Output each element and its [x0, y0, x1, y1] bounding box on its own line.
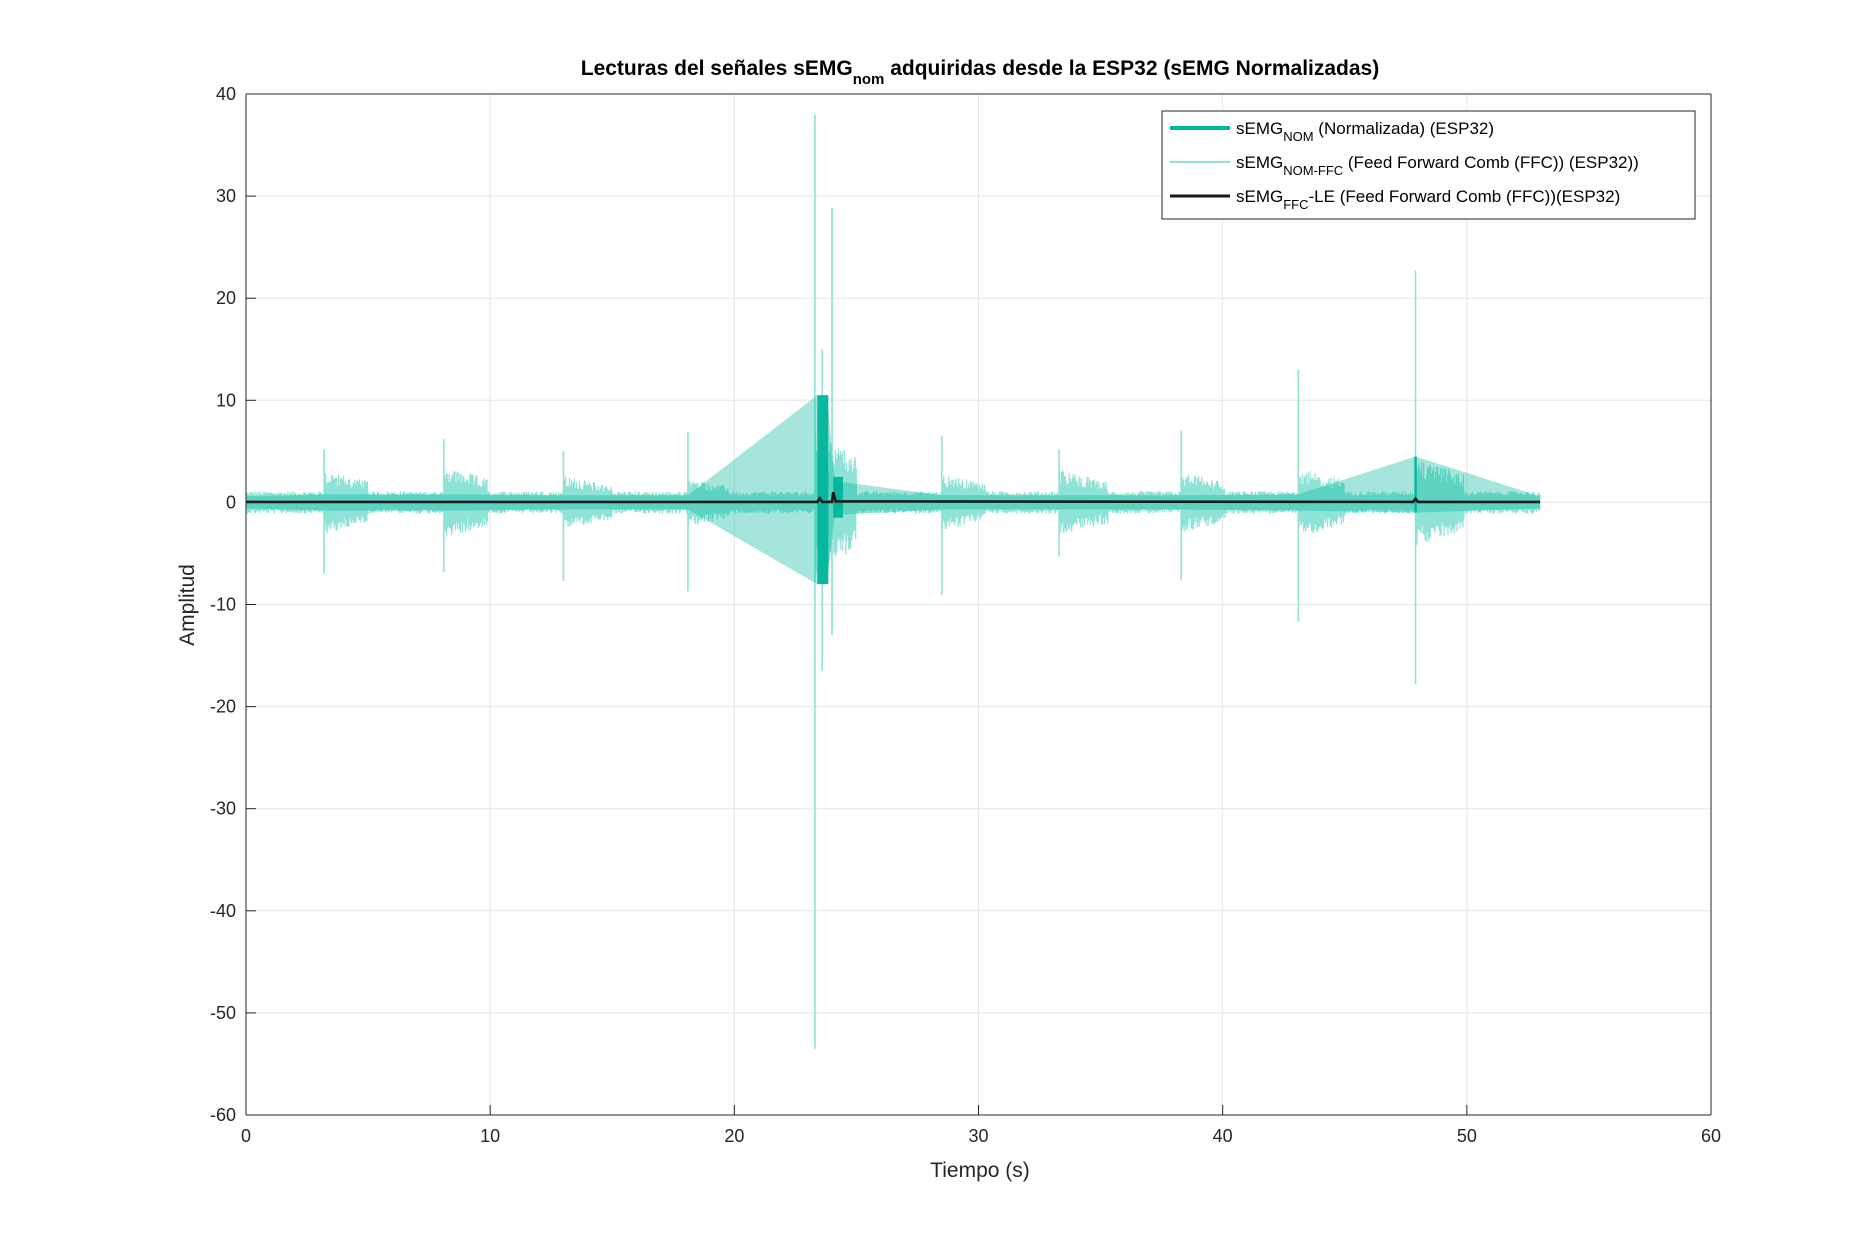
legend-entry-semg-ffc-le-rest: -LE (Feed Forward Comb (FFC))(ESP32) — [1309, 187, 1621, 206]
y-tick-label--20: -20 — [210, 697, 236, 717]
legend-entry-semg-ffc-le-base: sEMG — [1236, 187, 1283, 206]
series-semg-nom-block-1 — [833, 476, 843, 518]
x-tick-label-10: 10 — [480, 1126, 500, 1146]
series-semg-nom-ffc-trace — [245, 432, 1541, 572]
series-layer — [245, 114, 1541, 1049]
y-tick-label--50: -50 — [210, 1003, 236, 1023]
x-tick-label-30: 30 — [968, 1126, 988, 1146]
y-axis-label: Amplitud — [176, 564, 199, 646]
series-semg-ffc-le-trace — [246, 491, 1541, 504]
legend: sEMGNOM (Normalizada) (ESP32) sEMGNOM-FF… — [1161, 110, 1696, 220]
tick-labels: 0 10 20 30 40 50 60 40 30 20 10 0 -10 -20 -30 -40 -50 -60 — [210, 84, 1721, 1146]
x-axis-label: Tiempo (s) — [930, 1159, 1030, 1182]
x-tick-label-50: 50 — [1457, 1126, 1477, 1146]
y-tick-label-30: 30 — [216, 186, 236, 206]
x-tick-label-20: 20 — [724, 1126, 744, 1146]
series-semg-nom-block-2 — [1414, 456, 1417, 513]
y-tick-label--60: -60 — [210, 1105, 236, 1125]
legend-entry-semg-nom-ffc-sub: NOM-FFC — [1283, 163, 1343, 178]
title-prefix: Lecturas del señales sEMG — [581, 57, 853, 80]
legend-entry-semg-nom-rest: (Normalizada) (ESP32) — [1314, 119, 1494, 138]
grid — [245, 93, 1712, 1116]
y-tick-label-20: 20 — [216, 288, 236, 308]
legend-box — [1161, 110, 1696, 220]
legend-entry-semg-ffc-le-sub: FFC — [1283, 197, 1308, 212]
title-subscript: nom — [853, 71, 885, 88]
y-tick-label--40: -40 — [210, 901, 236, 921]
x-tick-label-60: 60 — [1701, 1126, 1721, 1146]
y-tick-label--30: -30 — [210, 799, 236, 819]
legend-entry-semg-nom-ffc: sEMGNOM-FFC (Feed Forward Comb (FFC)) (E… — [1236, 153, 1639, 178]
legend-entry-semg-nom-base: sEMG — [1236, 119, 1283, 138]
chart-title: Lecturas del señales sEMGnom adquiridas … — [581, 57, 1379, 88]
legend-entry-semg-nom: sEMGNOM (Normalizada) (ESP32) — [1236, 119, 1494, 144]
series-semg-nom-band — [246, 395, 1541, 585]
legend-entry-semg-nom-sub: NOM — [1283, 129, 1313, 144]
y-tick-label--10: -10 — [210, 595, 236, 615]
y-tick-label-40: 40 — [216, 84, 236, 104]
legend-entry-semg-nom-ffc-rest: (Feed Forward Comb (FFC)) (ESP32)) — [1343, 153, 1639, 172]
series-semg-nom-block-0 — [817, 395, 829, 585]
x-tick-label-0: 0 — [241, 1126, 251, 1146]
axes — [245, 93, 1712, 1116]
y-tick-label-0: 0 — [226, 492, 236, 512]
title-suffix: adquiridas desde la ESP32 (sEMG Normaliz… — [884, 57, 1379, 80]
legend-entry-semg-nom-ffc-base: sEMG — [1236, 153, 1283, 172]
x-tick-label-40: 40 — [1213, 1126, 1233, 1146]
y-tick-label-10: 10 — [216, 390, 236, 410]
legend-entry-semg-ffc-le: sEMGFFC-LE (Feed Forward Comb (FFC))(ESP… — [1236, 187, 1620, 212]
